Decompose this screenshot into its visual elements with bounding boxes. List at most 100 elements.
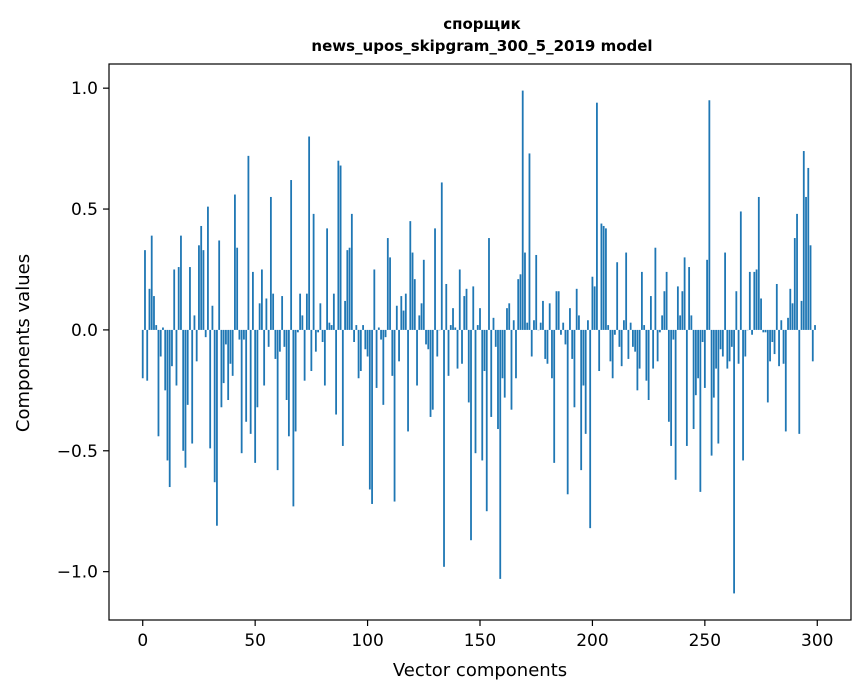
bar-component-50 bbox=[254, 329, 257, 463]
bar-component-48 bbox=[249, 329, 252, 434]
bar-component-118 bbox=[407, 329, 409, 432]
bar-component-185 bbox=[557, 291, 560, 330]
bar-component-294 bbox=[802, 151, 805, 330]
bar-component-104 bbox=[375, 329, 378, 388]
bar-component-206 bbox=[605, 228, 607, 330]
bar-component-117 bbox=[404, 293, 407, 330]
bar-component-289 bbox=[791, 303, 794, 330]
bar-component-24 bbox=[195, 329, 198, 362]
y-axis-ticks: 1.0 0.5 0.0 −0.5 −1.0 bbox=[57, 79, 109, 583]
bar-component-29 bbox=[207, 206, 209, 330]
bar-component-129 bbox=[431, 329, 434, 410]
bar-component-26 bbox=[200, 225, 203, 330]
bar-component-273 bbox=[755, 269, 758, 330]
bar-component-182 bbox=[551, 329, 553, 379]
bar-component-170 bbox=[524, 252, 526, 330]
bar-component-90 bbox=[344, 300, 346, 330]
x-tick-label: 50 bbox=[244, 631, 266, 651]
chart-title-line-1: спорщик bbox=[443, 15, 521, 33]
bar-component-91 bbox=[346, 250, 349, 330]
x-tick-label: 200 bbox=[576, 631, 608, 651]
bar-component-74 bbox=[308, 136, 311, 330]
bar-component-268 bbox=[744, 329, 747, 357]
bar-component-113 bbox=[395, 305, 398, 330]
bar-component-193 bbox=[575, 288, 578, 330]
bar-component-22 bbox=[191, 329, 194, 444]
bar-component-162 bbox=[506, 308, 508, 330]
bar-component-20 bbox=[186, 329, 189, 405]
bar-component-103 bbox=[373, 269, 376, 330]
bar-component-3 bbox=[148, 288, 151, 330]
bar-component-200 bbox=[591, 276, 594, 330]
bar-component-71 bbox=[301, 315, 304, 330]
bar-component-79 bbox=[319, 303, 322, 330]
bar-component-88 bbox=[339, 165, 342, 330]
bar-component-131 bbox=[436, 329, 439, 357]
bar-component-21 bbox=[189, 267, 191, 330]
bar-component-253 bbox=[710, 329, 713, 456]
bar-component-13 bbox=[171, 329, 173, 367]
y-tick-label: 0.5 bbox=[71, 200, 98, 220]
bar-component-258 bbox=[721, 329, 724, 357]
bar-component-249 bbox=[701, 329, 704, 342]
bar-component-25 bbox=[198, 245, 200, 330]
bar-component-295 bbox=[805, 196, 807, 330]
bar-component-6 bbox=[155, 325, 158, 330]
bar-component-62 bbox=[281, 296, 284, 330]
bar-component-33 bbox=[216, 329, 218, 526]
bar-component-17 bbox=[180, 235, 182, 330]
bar-component-65 bbox=[287, 329, 290, 437]
bar-component-254 bbox=[712, 329, 715, 398]
bar-component-89 bbox=[341, 329, 344, 446]
bar-component-203 bbox=[598, 329, 601, 372]
bar-component-248 bbox=[699, 329, 702, 492]
bar-component-204 bbox=[600, 223, 603, 330]
bar-component-124 bbox=[420, 303, 423, 330]
bar-component-244 bbox=[690, 315, 693, 330]
bar-component-148 bbox=[474, 329, 477, 454]
bar-component-288 bbox=[789, 288, 792, 330]
bar-component-251 bbox=[706, 259, 708, 330]
bar-component-69 bbox=[296, 329, 299, 333]
bar-component-160 bbox=[501, 329, 504, 379]
bar-component-144 bbox=[465, 288, 468, 330]
bar-component-78 bbox=[317, 329, 320, 333]
bar-component-297 bbox=[809, 245, 812, 330]
bar-component-198 bbox=[587, 320, 589, 330]
bar-component-197 bbox=[584, 329, 587, 434]
bar-component-9 bbox=[162, 327, 164, 330]
bar-component-290 bbox=[793, 238, 796, 330]
bar-component-293 bbox=[800, 300, 803, 330]
bar-component-93 bbox=[350, 213, 353, 330]
chart-title-line-2: news_upos_skipgram_300_5_2019 model bbox=[311, 37, 652, 55]
bar-component-34 bbox=[218, 240, 221, 330]
bar-component-267 bbox=[742, 329, 744, 461]
bar-component-174 bbox=[533, 320, 535, 330]
bar-component-125 bbox=[422, 259, 425, 330]
bar-component-107 bbox=[382, 329, 385, 405]
bar-component-208 bbox=[609, 329, 612, 362]
bar-component-153 bbox=[485, 329, 488, 512]
bar-component-159 bbox=[499, 329, 502, 579]
bar-component-147 bbox=[472, 286, 475, 330]
bar-component-149 bbox=[476, 325, 479, 330]
bar-component-81 bbox=[323, 329, 326, 386]
bar-component-186 bbox=[560, 329, 562, 335]
bar-component-223 bbox=[643, 325, 646, 330]
bar-component-199 bbox=[589, 329, 592, 529]
bar-component-139 bbox=[454, 327, 457, 330]
bar-component-92 bbox=[348, 247, 351, 330]
bar-component-110 bbox=[389, 257, 391, 330]
bar-component-11 bbox=[166, 329, 169, 461]
bar-component-245 bbox=[692, 329, 695, 430]
bar-component-23 bbox=[193, 315, 196, 330]
bar-component-28 bbox=[204, 329, 207, 338]
bar-component-54 bbox=[263, 329, 266, 386]
bar-component-100 bbox=[366, 329, 369, 357]
bar-component-80 bbox=[321, 329, 324, 342]
bar-component-96 bbox=[357, 329, 360, 379]
bar-component-237 bbox=[674, 329, 677, 480]
bar-component-224 bbox=[645, 329, 648, 381]
bar-component-51 bbox=[256, 329, 259, 408]
